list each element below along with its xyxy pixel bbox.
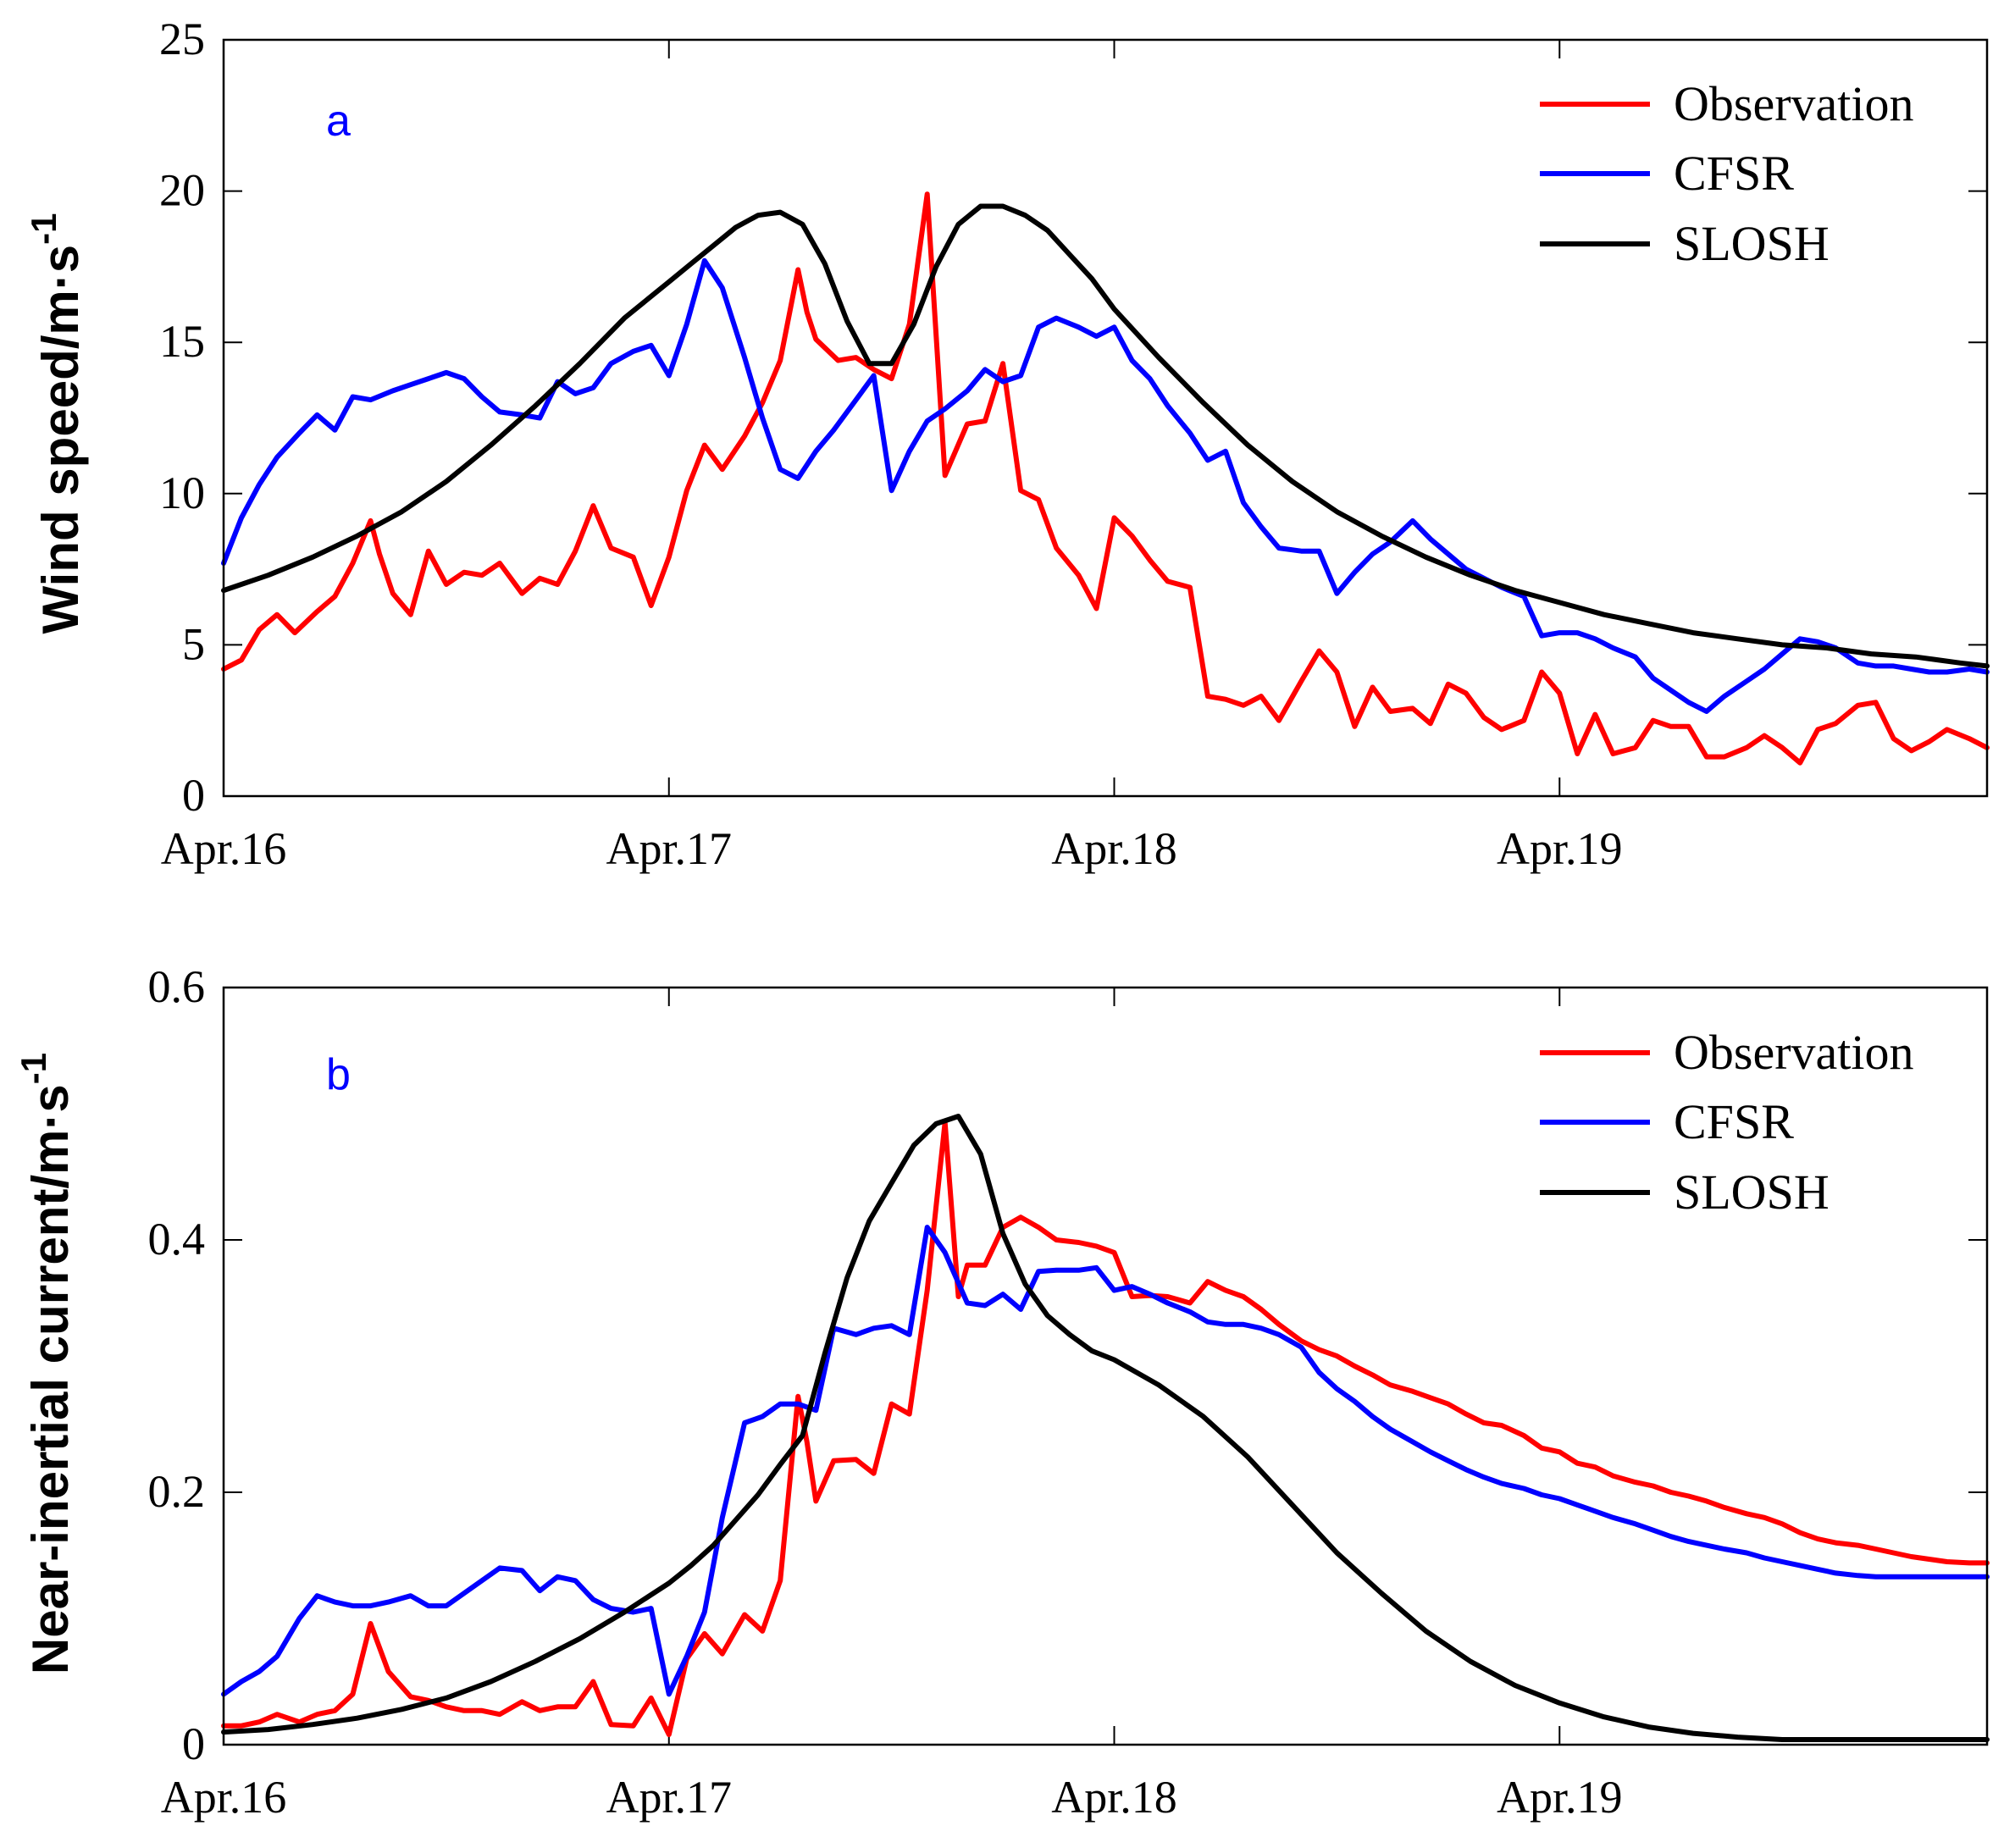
x-tick-label: Apr.17 bbox=[606, 1772, 733, 1823]
y-tick-label: 10 bbox=[159, 468, 205, 518]
y-tick-label: 0.6 bbox=[148, 961, 206, 1012]
x-tick-label: Apr.16 bbox=[161, 1772, 287, 1823]
y-axis-label-exponent: -1 bbox=[24, 213, 64, 245]
plot-frame bbox=[222, 986, 1989, 1746]
series-line-cfsr bbox=[221, 1225, 1990, 1697]
y-tick-label: 0.2 bbox=[148, 1466, 206, 1517]
x-tick-label: Apr.18 bbox=[1051, 823, 1177, 874]
x-tick-label: Apr.19 bbox=[1497, 1772, 1623, 1823]
panel-label: a bbox=[326, 97, 351, 146]
legend-label-slosh: SLOSH bbox=[1674, 216, 1830, 271]
y-axis-label: Wind speed/m·s-1 bbox=[24, 213, 89, 634]
x-tick-label: Apr.16 bbox=[161, 823, 287, 874]
x-tick-label: Apr.19 bbox=[1497, 823, 1623, 874]
y-tick-label: 5 bbox=[182, 618, 205, 669]
panel-label: b bbox=[326, 1050, 351, 1099]
series-line-cfsr bbox=[221, 257, 1990, 714]
y-tick-label: 0 bbox=[182, 770, 205, 821]
series-line-observation bbox=[221, 1120, 1990, 1738]
y-axis-label: Near-inertial current/m·s-1 bbox=[14, 1053, 79, 1674]
series-line-slosh bbox=[221, 1114, 1990, 1742]
y-tick-label: 25 bbox=[159, 14, 205, 64]
y-tick-label: 0 bbox=[182, 1718, 205, 1769]
y-tick-label: 15 bbox=[159, 316, 205, 367]
chart-panel-a: 0 5 10 15 20 25 Apr.16 Apr.17 Apr.18 Apr.19 a Obser… bbox=[24, 14, 1990, 874]
y-tick-label: 20 bbox=[159, 165, 205, 216]
legend-label-observation: Observation bbox=[1674, 76, 1914, 131]
plot-frame bbox=[222, 38, 1989, 798]
legend-label-cfsr: CFSR bbox=[1674, 1094, 1794, 1149]
y-tick-label: 0.4 bbox=[148, 1214, 206, 1264]
legend-label-cfsr: CFSR bbox=[1674, 146, 1794, 201]
series-line-slosh bbox=[221, 203, 1990, 669]
series-line-observation bbox=[221, 191, 1990, 766]
x-tick-label: Apr.18 bbox=[1051, 1772, 1177, 1823]
chart-panel-b: 0 0.2 0.4 0.6 Apr.16 Apr.17 Apr.18 Apr.19 b Obser… bbox=[14, 961, 1990, 1823]
legend-label-slosh: SLOSH bbox=[1674, 1165, 1830, 1220]
legend-label-observation: Observation bbox=[1674, 1025, 1914, 1080]
y-axis-label-exponent: -1 bbox=[14, 1053, 53, 1084]
x-tick-label: Apr.17 bbox=[606, 823, 733, 874]
